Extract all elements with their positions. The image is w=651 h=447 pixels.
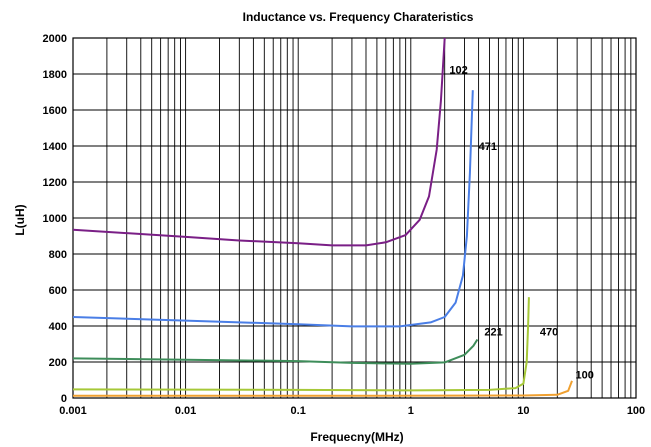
y-tick-label: 1800 [43, 69, 67, 81]
series-label-471: 471 [479, 141, 497, 153]
x-tick-label: 0.001 [59, 405, 87, 417]
y-tick-label: 200 [49, 357, 67, 369]
series-line-471 [72, 90, 474, 328]
series-lines [72, 37, 573, 397]
x-tick-label: 100 [627, 405, 645, 417]
y-axis-label: L(uH) [13, 204, 27, 235]
x-axis-label: Frequecny(MHz) [310, 430, 403, 444]
grid [72, 37, 637, 399]
plot-frame [72, 37, 637, 399]
series-labels: 102 471 221 470 100 [449, 65, 593, 382]
series-line-100 [73, 380, 573, 397]
x-tick-label: 0.01 [175, 405, 196, 417]
y-tick-label: 1400 [43, 141, 67, 153]
series-label-470: 470 [540, 326, 558, 338]
y-tick-label: 1600 [43, 105, 67, 117]
y-tick-label: 800 [49, 249, 67, 261]
tick-labels: 0.001 0.01 0.1 1 10 1000200400600800100012001… [43, 33, 646, 417]
y-tick-label: 600 [49, 285, 67, 297]
chart-title: Inductance vs. Frequency Charateristics [243, 10, 474, 24]
x-tick-label: 10 [517, 405, 529, 417]
y-tick-label: 0 [61, 393, 67, 405]
y-tick-label: 1200 [43, 177, 67, 189]
series-line-470 [72, 297, 530, 392]
y-tick-label: 400 [49, 321, 67, 333]
y-tick-label: 2000 [43, 33, 67, 45]
series-line-221 [72, 338, 479, 365]
series-label-221: 221 [484, 326, 502, 338]
x-tick-label: 1 [408, 405, 414, 417]
series-line-102 [72, 37, 446, 247]
series-label-100: 100 [575, 370, 593, 382]
y-tick-label: 1000 [43, 213, 67, 225]
series-label-102: 102 [449, 65, 467, 77]
x-tick-label: 0.1 [291, 405, 306, 417]
